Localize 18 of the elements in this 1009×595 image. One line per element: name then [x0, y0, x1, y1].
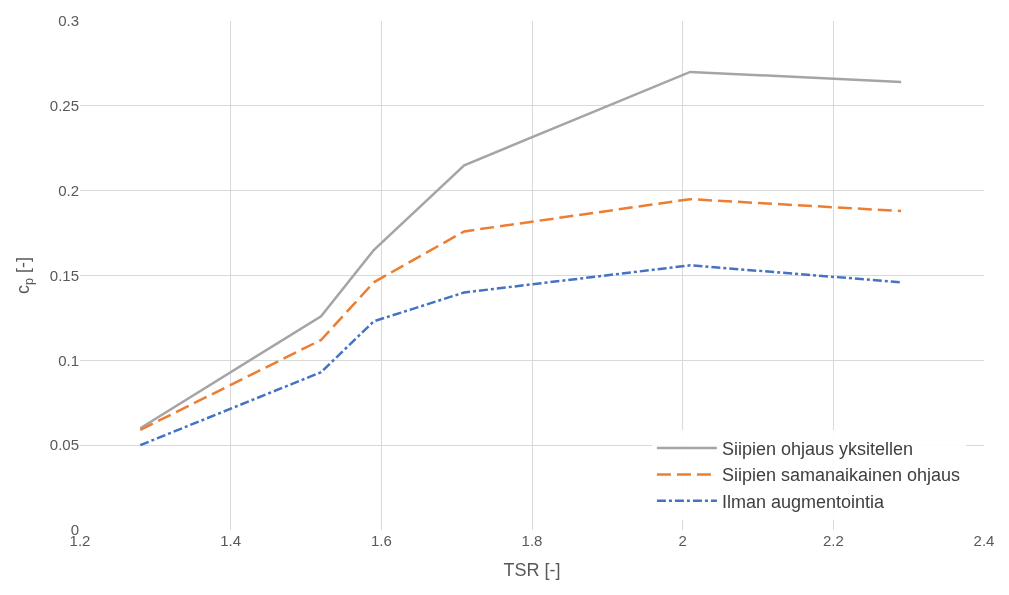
- x-tick-label: 1.6: [370, 532, 392, 549]
- x-tick-label: 2.4: [973, 532, 995, 549]
- y-tick-label: 0.1: [58, 351, 79, 369]
- legend-label: Siipien ohjaus yksitellen: [721, 439, 914, 460]
- x-tick-label: 2.2: [822, 532, 844, 549]
- legend-label: Siipien samanaikainen ohjaus: [721, 465, 961, 486]
- legend-label: Ilman augmentointia: [721, 491, 886, 512]
- y-tick-label: 0.2: [58, 181, 79, 199]
- x-tick-label: 1.4: [220, 532, 242, 549]
- y-tick-label: 0.3: [58, 12, 79, 30]
- y-tick-label: 0.05: [49, 436, 79, 454]
- y-tick-label: 0.25: [49, 97, 79, 115]
- x-tick-label: 1.8: [521, 532, 543, 549]
- y-tick-label: 0.15: [49, 266, 79, 284]
- line-series: [139, 197, 903, 432]
- x-tick-label: 2: [678, 532, 687, 549]
- line-series: [139, 70, 903, 430]
- x-axis-title: TSR [-]: [503, 560, 561, 581]
